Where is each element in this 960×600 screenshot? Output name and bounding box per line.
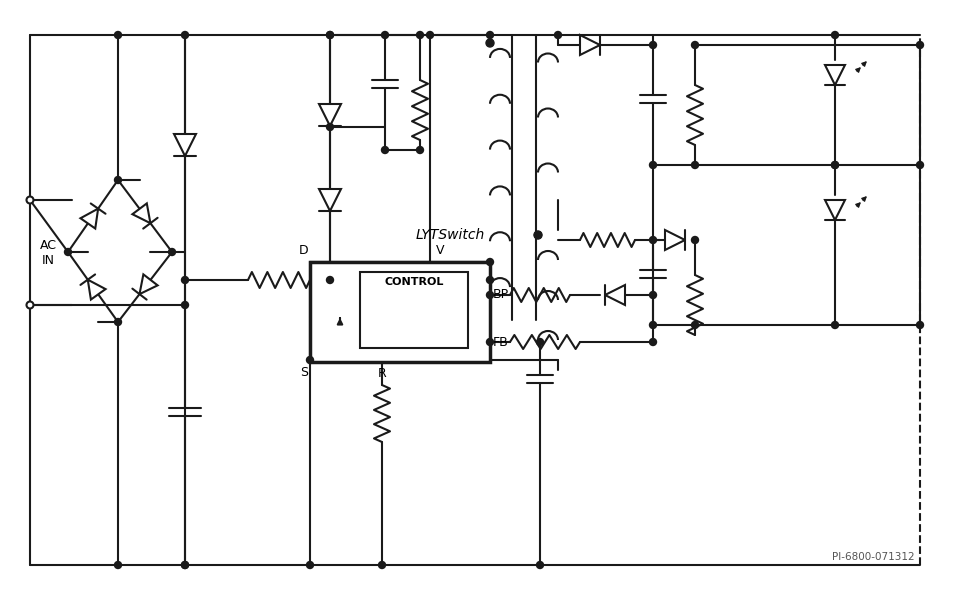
Polygon shape [81, 209, 98, 229]
Circle shape [417, 31, 423, 38]
Text: R: R [377, 367, 386, 380]
Circle shape [487, 277, 493, 283]
Circle shape [181, 562, 188, 569]
Circle shape [487, 259, 493, 265]
Circle shape [831, 161, 838, 169]
Circle shape [181, 562, 188, 569]
Circle shape [114, 31, 122, 38]
Circle shape [378, 562, 386, 569]
Polygon shape [319, 104, 341, 126]
Circle shape [169, 248, 176, 256]
Circle shape [537, 338, 543, 346]
Circle shape [326, 277, 333, 283]
Circle shape [650, 338, 657, 346]
Circle shape [181, 31, 188, 38]
Circle shape [487, 338, 493, 346]
Circle shape [487, 31, 493, 38]
Circle shape [650, 292, 657, 298]
Circle shape [486, 39, 494, 47]
Circle shape [691, 322, 699, 329]
Circle shape [650, 322, 657, 329]
Circle shape [487, 292, 493, 298]
Polygon shape [825, 65, 845, 85]
Polygon shape [132, 203, 151, 223]
Polygon shape [580, 35, 600, 55]
Circle shape [831, 161, 838, 169]
Text: D: D [299, 244, 308, 257]
Text: V: V [436, 244, 444, 257]
Circle shape [306, 356, 314, 364]
Polygon shape [825, 200, 845, 220]
Circle shape [831, 31, 838, 38]
Circle shape [114, 562, 122, 569]
Circle shape [917, 322, 924, 329]
Circle shape [27, 196, 34, 203]
Circle shape [555, 31, 562, 38]
Circle shape [27, 301, 34, 308]
Polygon shape [605, 285, 625, 305]
Circle shape [381, 31, 389, 38]
Circle shape [326, 31, 333, 38]
Circle shape [306, 562, 314, 569]
Circle shape [691, 41, 699, 49]
Circle shape [417, 146, 423, 154]
Bar [310, 262, 490, 362]
Polygon shape [319, 189, 341, 211]
Polygon shape [87, 280, 106, 299]
Polygon shape [174, 134, 196, 156]
Circle shape [326, 124, 333, 130]
Text: LYTSwitch: LYTSwitch [416, 228, 485, 242]
Circle shape [535, 232, 541, 238]
Circle shape [917, 41, 924, 49]
Circle shape [691, 236, 699, 244]
Circle shape [650, 236, 657, 244]
Text: BP: BP [493, 289, 509, 301]
Text: CONTROL: CONTROL [384, 277, 444, 287]
Text: FB: FB [493, 335, 509, 349]
Circle shape [650, 161, 657, 169]
Circle shape [650, 41, 657, 49]
Text: PI-6800-071312: PI-6800-071312 [832, 552, 915, 562]
Circle shape [64, 248, 71, 256]
Circle shape [534, 231, 542, 239]
Circle shape [537, 562, 543, 569]
Circle shape [691, 161, 699, 169]
Circle shape [426, 31, 434, 38]
Bar [360, 272, 468, 348]
Circle shape [917, 161, 924, 169]
Text: AC
IN: AC IN [39, 239, 57, 267]
Circle shape [831, 322, 838, 329]
Polygon shape [139, 274, 157, 294]
Text: S: S [300, 366, 308, 379]
Polygon shape [665, 230, 685, 250]
Circle shape [114, 176, 122, 184]
Circle shape [181, 277, 188, 283]
Circle shape [326, 31, 333, 38]
Circle shape [114, 319, 122, 325]
Circle shape [181, 301, 188, 308]
Circle shape [381, 146, 389, 154]
